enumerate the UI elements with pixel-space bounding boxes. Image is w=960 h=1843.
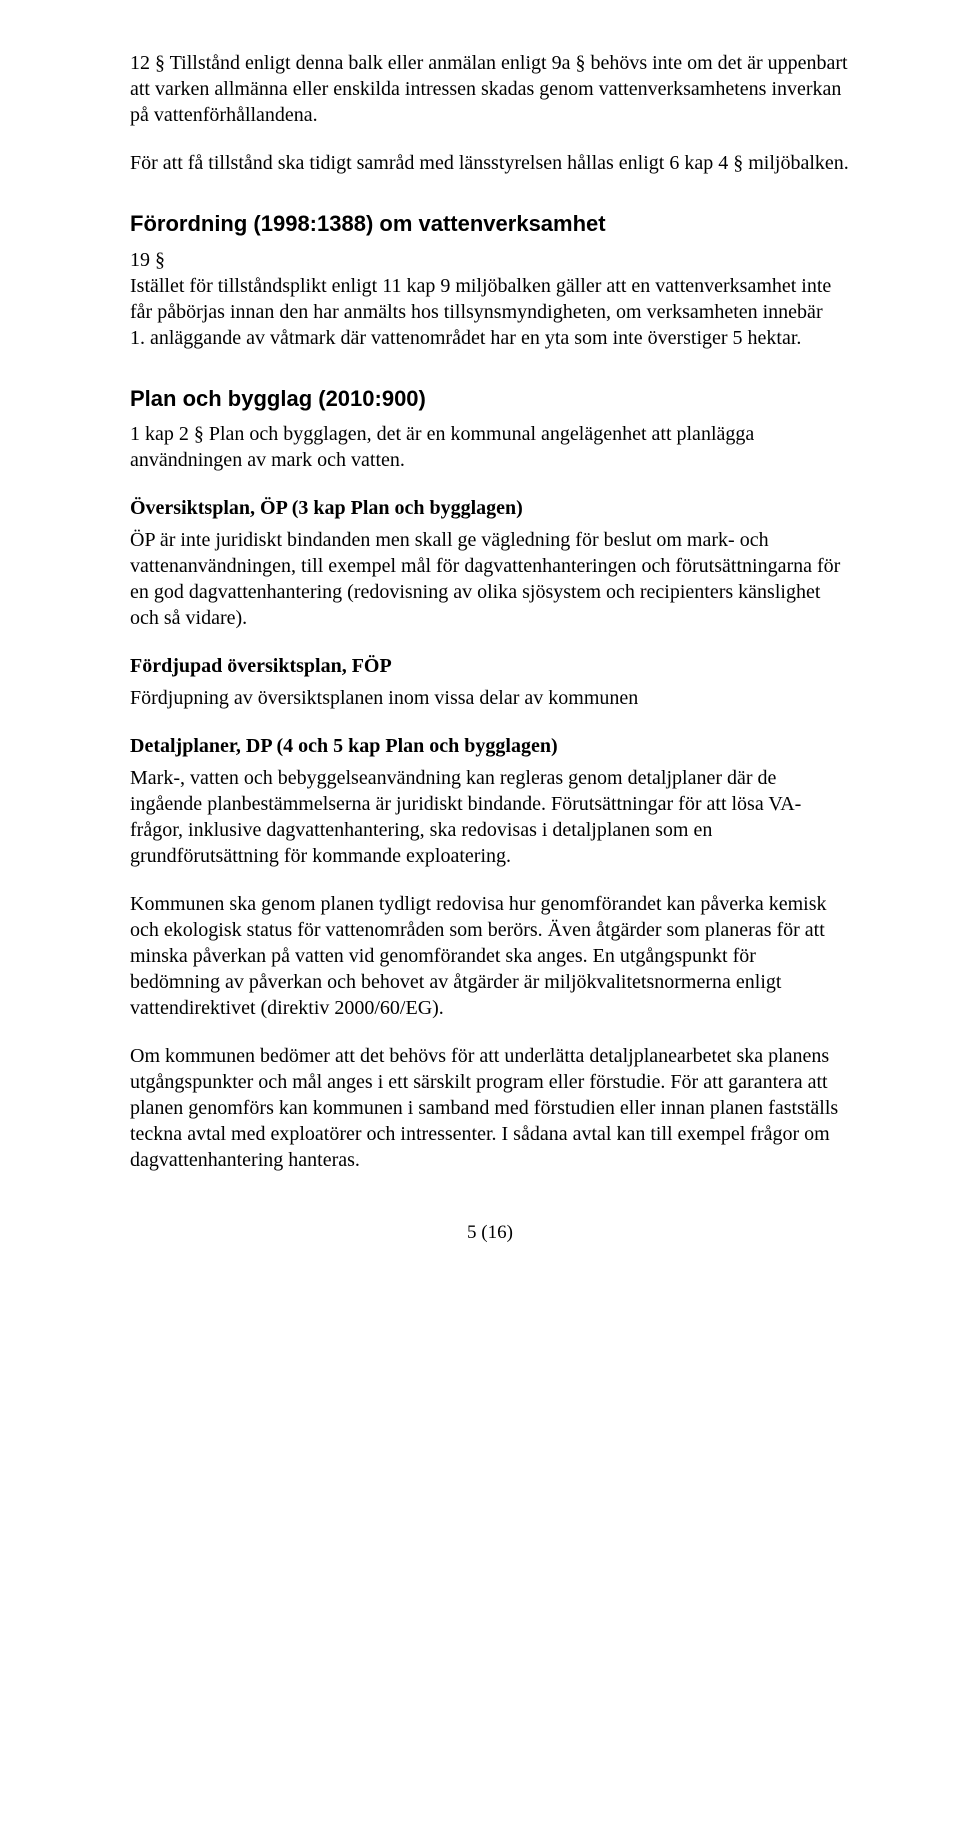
heading-forordning: Förordning (1998:1388) om vattenverksamh…: [130, 210, 850, 239]
paragraph-dp3: Om kommunen bedömer att det behövs för a…: [130, 1043, 850, 1173]
page-number: 5 (16): [130, 1221, 850, 1246]
paragraph-dp2: Kommunen ska genom planen tydligt redovi…: [130, 891, 850, 1021]
paragraph-anlaggande: 1. anläggande av våtmark där vattenområd…: [130, 325, 850, 351]
paragraph-dp1: Mark-, vatten och bebyggelseanvändning k…: [130, 765, 850, 869]
paragraph-tillstandsplikt: Istället för tillståndsplikt enligt 11 k…: [130, 273, 850, 325]
subheading-oversiktsplan: Översiktsplan, ÖP (3 kap Plan och byggla…: [130, 495, 850, 521]
paragraph-kap2: 1 kap 2 § Plan och bygglagen, det är en …: [130, 421, 850, 473]
paragraph-19: 19 §: [130, 247, 850, 273]
heading-plan-bygglag: Plan och bygglag (2010:900): [130, 385, 850, 414]
subheading-detaljplaner: Detaljplaner, DP (4 och 5 kap Plan och b…: [130, 733, 850, 759]
paragraph-tillstand: För att få tillstånd ska tidigt samråd m…: [130, 150, 850, 176]
paragraph-op: ÖP är inte juridiskt bindanden men skall…: [130, 527, 850, 631]
paragraph-12: 12 § Tillstånd enligt denna balk eller a…: [130, 50, 850, 128]
subheading-fop: Fördjupad översiktsplan, FÖP: [130, 653, 850, 679]
paragraph-fop: Fördjupning av översiktsplanen inom viss…: [130, 685, 850, 711]
